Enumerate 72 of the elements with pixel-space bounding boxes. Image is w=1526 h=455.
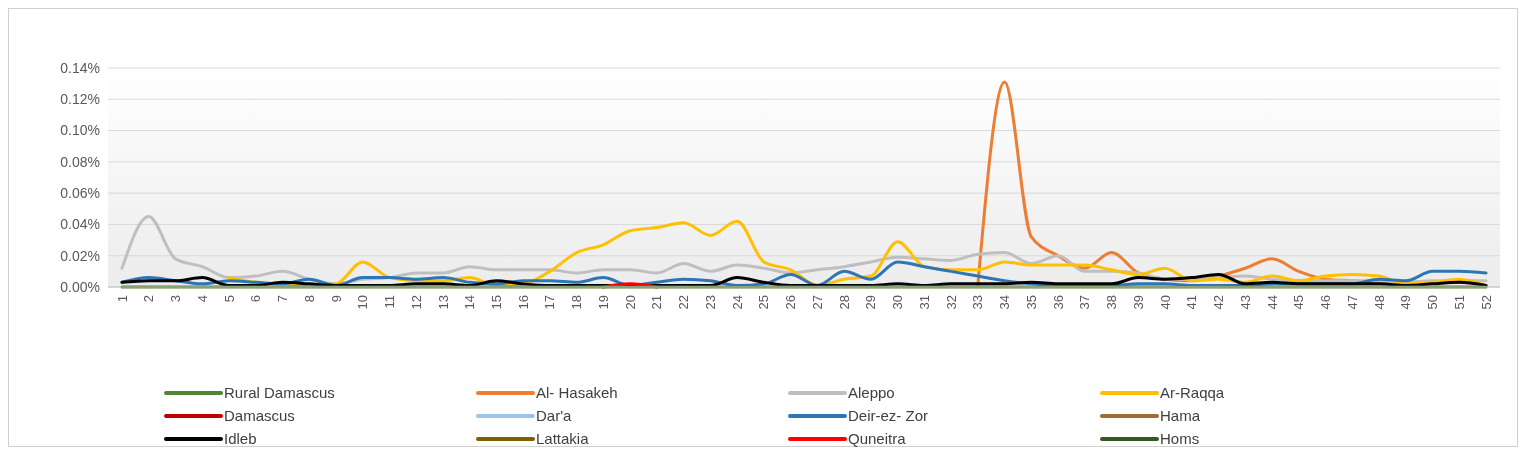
x-tick-label: 13	[435, 295, 451, 310]
legend-label: Homs	[1160, 430, 1200, 448]
x-tick-label: 28	[836, 295, 852, 310]
x-tick-label: 12	[408, 295, 424, 310]
legend-label: Al- Hasakeh	[536, 384, 618, 402]
x-tick-label: 4	[194, 295, 210, 303]
x-tick-label: 6	[248, 295, 264, 303]
x-tick-label: 32	[943, 295, 959, 310]
x-tick-label: 51	[1451, 295, 1467, 310]
x-tick-label: 40	[1157, 295, 1173, 310]
x-tick-label: 30	[890, 295, 906, 310]
x-tick-label: 43	[1237, 295, 1253, 310]
x-tick-label: 29	[863, 295, 879, 310]
x-tick-label: 23	[702, 295, 718, 310]
legend-label: Quneitra	[848, 430, 907, 448]
x-tick-label: 3	[168, 295, 184, 303]
x-tick-label: 19	[595, 295, 611, 310]
x-tick-label: 52	[1478, 295, 1494, 310]
x-tick-label: 27	[809, 295, 825, 310]
x-tick-label: 37	[1077, 295, 1093, 310]
x-tick-label: 16	[515, 295, 531, 310]
x-tick-label: 33	[970, 295, 986, 310]
x-tick-label: 18	[569, 295, 585, 310]
x-tick-label: 20	[622, 295, 638, 310]
x-tick-label: 45	[1291, 295, 1307, 310]
legend-label: Lattakia	[536, 430, 590, 448]
x-tick-label: 9	[328, 295, 344, 303]
y-tick-label: 0.10%	[60, 122, 100, 139]
y-tick-label: 0.12%	[60, 91, 100, 108]
x-tick-label: 7	[275, 295, 291, 303]
x-tick-label: 25	[756, 295, 772, 310]
y-tick-label: 0.00%	[60, 278, 100, 295]
legend-label: Ar-Raqqa	[1160, 384, 1225, 402]
x-tick-label: 49	[1398, 295, 1414, 310]
x-tick-label: 24	[729, 295, 745, 310]
x-tick-label: 36	[1050, 295, 1066, 310]
legend-label: Hama	[1160, 407, 1201, 425]
x-tick-label: 41	[1184, 295, 1200, 310]
x-tick-label: 22	[676, 295, 692, 310]
legend-label: Aleppo	[848, 384, 895, 402]
y-tick-label: 0.06%	[60, 185, 100, 202]
x-tick-label: 50	[1425, 295, 1441, 310]
x-tick-label: 42	[1211, 295, 1227, 310]
x-tick-label: 46	[1318, 295, 1334, 310]
x-tick-label: 47	[1344, 295, 1360, 310]
legend-label: Idleb	[224, 430, 257, 448]
x-tick-label: 8	[301, 295, 317, 303]
y-tick-label: 0.02%	[60, 247, 100, 264]
x-tick-label: 35	[1023, 295, 1039, 310]
legend-label: Dar'a	[536, 407, 573, 425]
x-tick-label: 21	[649, 295, 665, 310]
x-tick-label: 44	[1264, 295, 1280, 310]
x-tick-label: 34	[997, 295, 1013, 310]
legend-label: Rural Damascus	[224, 384, 335, 402]
x-tick-label: 15	[488, 295, 504, 310]
y-tick-label: 0.08%	[60, 153, 100, 170]
x-tick-label: 11	[382, 295, 397, 309]
x-tick-label: 10	[355, 295, 371, 310]
x-tick-label: 5	[221, 295, 237, 303]
x-tick-label: 17	[542, 295, 558, 310]
x-tick-label: 14	[462, 295, 478, 310]
x-tick-label: 2	[141, 295, 157, 303]
x-tick-label: 48	[1371, 295, 1387, 310]
x-tick-label: 38	[1104, 295, 1120, 310]
x-tick-label: 26	[783, 295, 799, 310]
x-tick-label: 31	[916, 295, 932, 310]
x-tick-label: 1	[114, 295, 130, 303]
y-tick-label: 0.04%	[60, 216, 100, 233]
legend-label: Deir-ez- Zor	[848, 407, 929, 425]
y-tick-label: 0.14%	[60, 59, 100, 76]
x-tick-label: 39	[1130, 295, 1146, 310]
legend-label: Damascus	[224, 407, 295, 425]
